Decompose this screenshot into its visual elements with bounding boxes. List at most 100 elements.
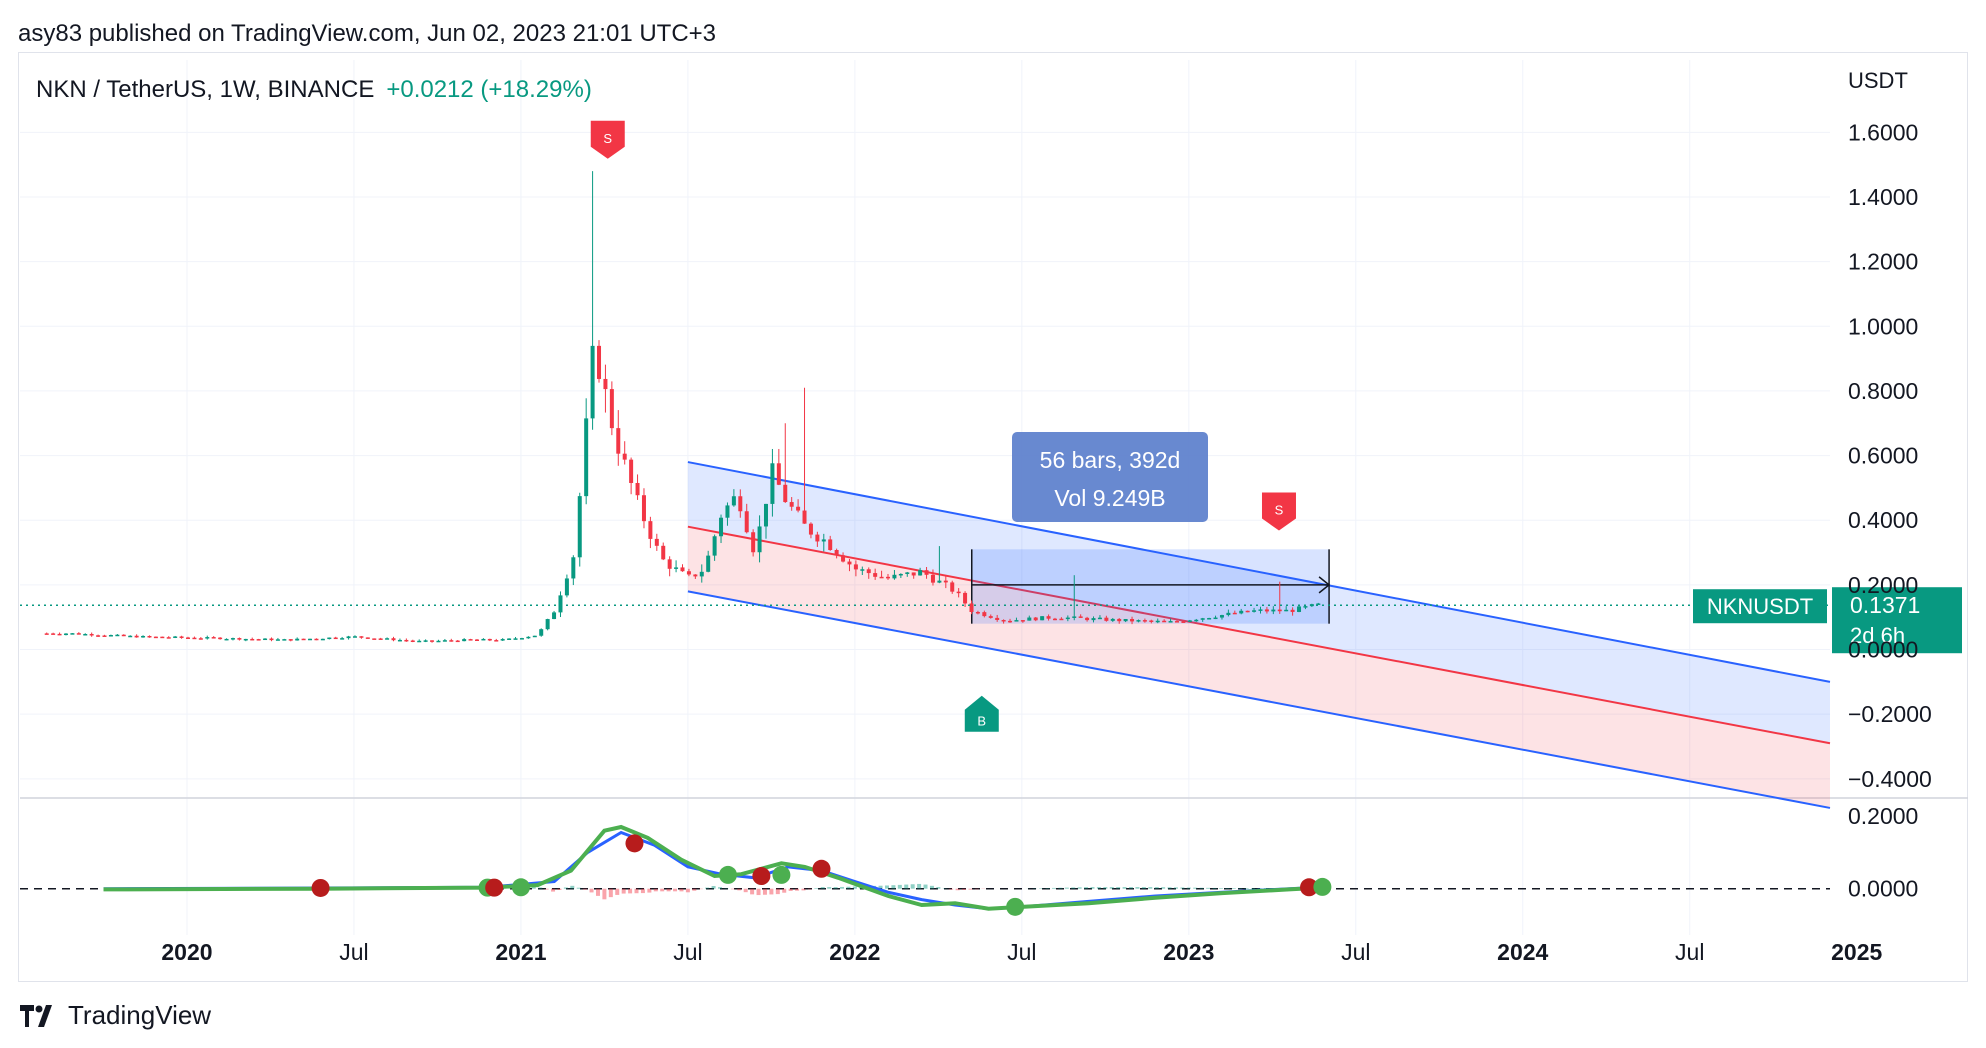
candle-body — [269, 638, 274, 641]
macd-histogram-bar — [769, 888, 774, 895]
price-tick-label: 1.2000 — [1848, 249, 1918, 275]
candle-body — [494, 640, 499, 642]
macd-histogram-bar — [1212, 887, 1217, 889]
candle-body — [661, 545, 666, 560]
candle-body — [995, 617, 1000, 620]
candle-body — [1277, 609, 1282, 612]
candle-body — [590, 345, 595, 419]
macd-histogram-bar — [936, 887, 941, 889]
candle-body — [417, 640, 422, 643]
candle-body — [44, 633, 49, 635]
candle-body — [1001, 619, 1006, 622]
macd-histogram-bar — [1263, 888, 1268, 889]
candle-body — [706, 555, 711, 572]
candle-body — [571, 557, 576, 579]
macd-histogram-bar — [1148, 887, 1153, 889]
macd-histogram-bar — [904, 884, 909, 889]
candle-body — [1252, 610, 1257, 612]
candle-body — [1130, 618, 1135, 622]
candle-body — [609, 389, 614, 429]
macd-histogram-bar — [1058, 887, 1063, 889]
macd-histogram-bar — [762, 888, 767, 895]
macd-tick-label: 0.2000 — [1848, 803, 1918, 829]
macd-histogram-bar — [1090, 887, 1095, 889]
candle-body — [1020, 620, 1025, 622]
candle-body — [783, 484, 788, 503]
candle-body — [1213, 617, 1218, 620]
candle-body — [988, 616, 993, 618]
candle-body — [1091, 618, 1096, 621]
candle-body — [1303, 606, 1308, 608]
candle-body — [853, 564, 858, 570]
candle-body — [886, 576, 891, 579]
candle-body — [731, 496, 736, 506]
macd-histogram-bar — [1251, 888, 1256, 889]
candle-body — [115, 634, 120, 637]
candle-body — [860, 569, 865, 571]
price-tick-label: 0.6000 — [1848, 443, 1918, 469]
macd-histogram-bar — [852, 886, 857, 889]
macd-histogram-bar — [557, 888, 562, 890]
time-tick-label: Jul — [1341, 939, 1370, 965]
candle-body — [308, 638, 313, 641]
candle-body — [76, 633, 81, 635]
candle-body — [301, 638, 306, 641]
legend-symbol[interactable]: NKN / TetherUS, 1W, BINANCE — [36, 76, 375, 103]
candle-body — [128, 635, 133, 638]
candle-body — [892, 574, 897, 579]
macd-bear-cross-marker — [625, 834, 644, 853]
macd-bull-cross-marker — [1006, 897, 1025, 916]
macd-histogram-bar — [589, 888, 594, 893]
time-tick-label: Jul — [1007, 939, 1036, 965]
price-tick-label: 0.4000 — [1848, 507, 1918, 533]
candle-body — [616, 428, 621, 454]
candle-body — [51, 633, 56, 635]
candle-body — [763, 503, 768, 527]
candle-body — [667, 559, 672, 569]
price-tick-label: 0.8000 — [1848, 378, 1918, 404]
macd-histogram-bar — [788, 888, 793, 891]
tradingview-logo-icon — [20, 1004, 52, 1027]
candle-body — [1194, 619, 1199, 622]
price-tick-label: 1.0000 — [1848, 313, 1918, 339]
macd-histogram-bar — [1103, 887, 1108, 889]
macd-histogram-bar — [1186, 887, 1191, 889]
footer-brand-label: TradingView — [68, 1000, 212, 1030]
candle-body — [205, 637, 210, 639]
candle-body — [1040, 616, 1045, 621]
candle-body — [956, 591, 961, 594]
candle-body — [1136, 620, 1141, 622]
candle-body — [545, 619, 550, 630]
candle-body — [1117, 618, 1122, 622]
macd-histogram-bar — [1218, 888, 1223, 889]
macd-histogram-bar — [685, 888, 690, 893]
candle-body — [237, 638, 242, 640]
candle-body — [372, 638, 377, 640]
candle-body — [950, 582, 955, 592]
macd-bear-cross-marker — [752, 867, 771, 886]
candle-body — [1181, 621, 1186, 623]
candle-body — [699, 571, 704, 577]
candle-body — [924, 570, 929, 575]
candle-body — [898, 573, 903, 576]
macd-histogram-bar — [929, 885, 934, 889]
candle-body — [539, 629, 544, 636]
candle-body — [474, 639, 479, 642]
candle-body — [577, 496, 582, 558]
candle-body — [1258, 609, 1263, 611]
candle-body — [333, 637, 338, 640]
candle-body — [295, 638, 300, 641]
candle-body — [198, 638, 203, 640]
macd-histogram-bar — [538, 887, 543, 889]
candle-body — [828, 539, 833, 551]
candle-body — [108, 635, 113, 637]
macd-histogram-bar — [1077, 887, 1082, 889]
footer-brand[interactable]: TradingView — [20, 1000, 211, 1031]
published-by: asy83 published on TradingView.com, Jun … — [18, 20, 717, 47]
measure-box — [971, 549, 1330, 624]
candle-body — [654, 538, 659, 546]
candle-body — [487, 638, 492, 641]
macd-histogram-bar — [660, 888, 665, 892]
price-tick-label: −0.2000 — [1848, 701, 1932, 727]
